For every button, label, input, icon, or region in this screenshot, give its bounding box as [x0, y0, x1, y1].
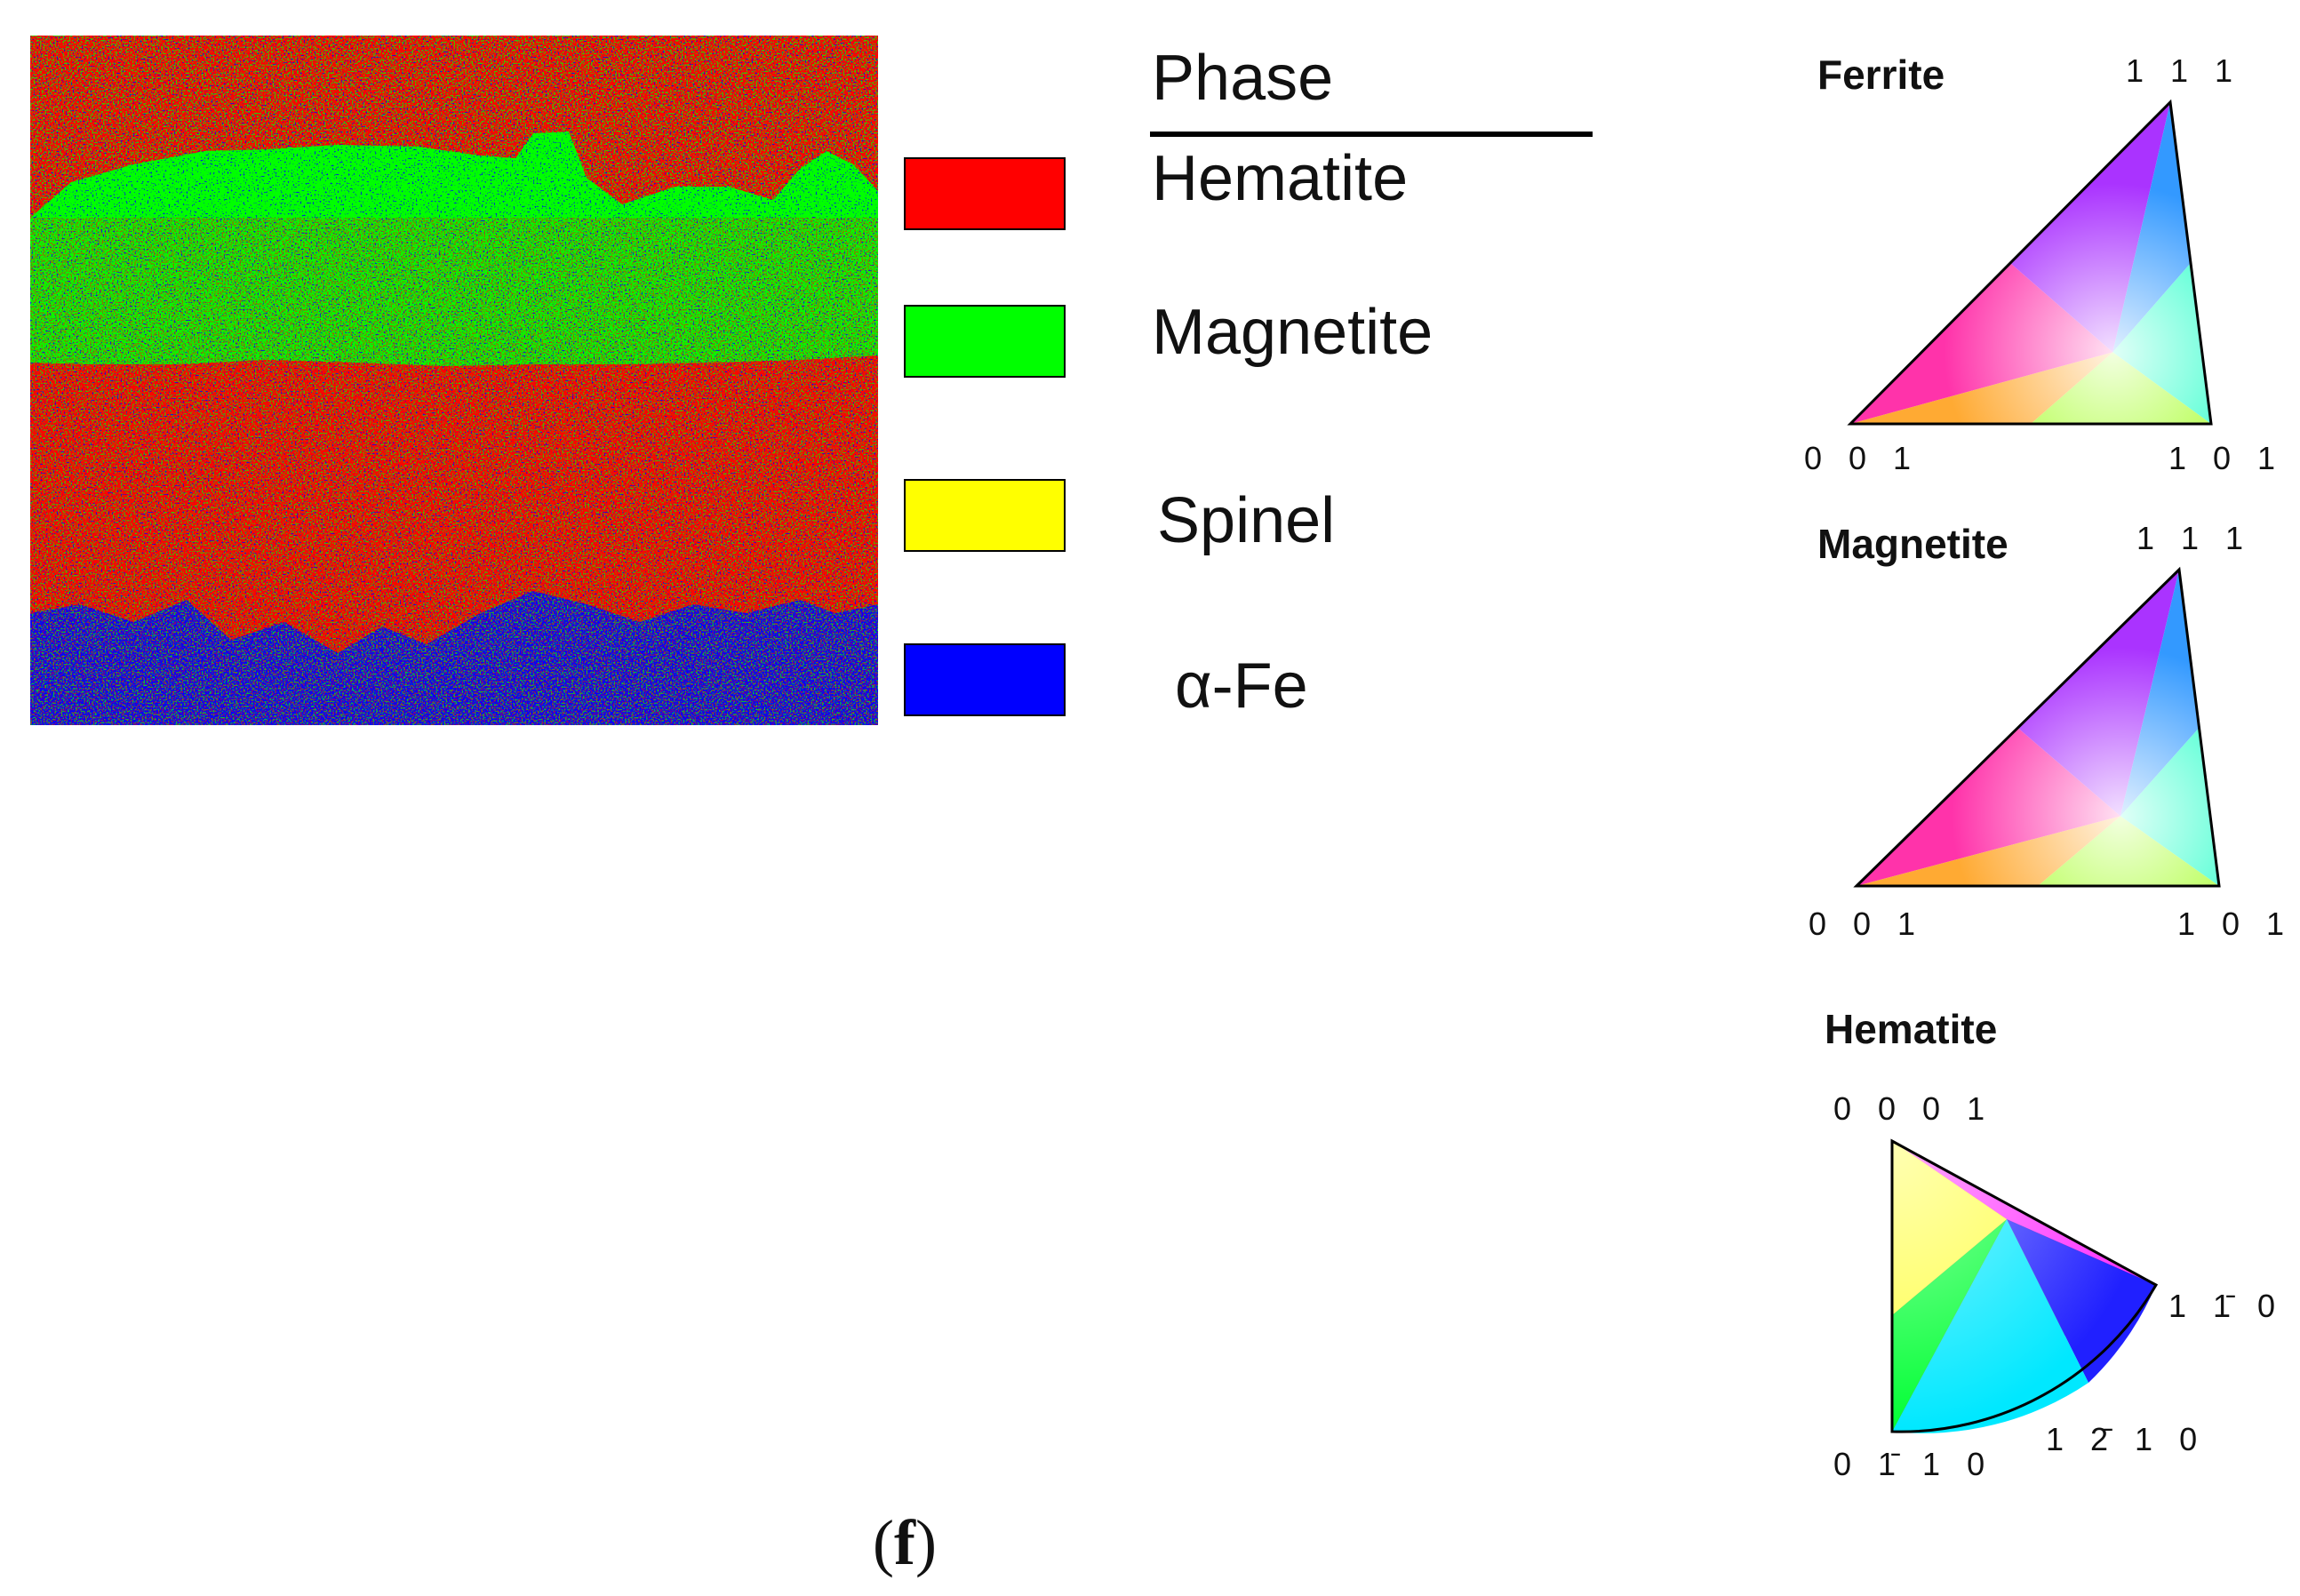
ipf-label-ferrite-111: 1 1 1 [2126, 52, 2241, 89]
legend-label-alpha-fe: α-Fe [1175, 650, 1308, 722]
legend-item-magnetite: Magnetite [904, 297, 1433, 378]
legend-label-hematite: Hematite [1152, 143, 1408, 214]
legend-label-magnetite: Magnetite [1152, 297, 1433, 368]
ipf-title-magnetite: Magnetite [1817, 521, 2009, 567]
ipf-key-hematite: Hematite 0 0 0 1 1 1̄ 0 0 1 2̄ 1 0 0 1̄ … [1825, 1006, 2300, 1482]
ipf-label-hematite-0001: 0 0 0 1 [1833, 1090, 1993, 1127]
ipf-white-center [1857, 570, 2219, 886]
legend-label-spinel: Spinel [1157, 485, 1335, 556]
ipf-label-magnetite-001: 0 0 1 [1809, 906, 1924, 942]
ipf-label-magnetite-111: 1 1 1 [2136, 520, 2252, 556]
ipf-triangle-outline [1847, 99, 2213, 426]
caption-letter: f [894, 1507, 916, 1578]
legend-header: Phase [1152, 43, 1333, 114]
legend-item-spinel: Spinel [904, 479, 1335, 556]
ipf-label-hematite-1-100: 1 1̄ 0 0 [2168, 1288, 2300, 1324]
ipf-label-hematite-1-210: 1 2̄ 1 0 [2046, 1421, 2206, 1457]
phase-map-image [30, 36, 878, 725]
ipf-label-hematite-0-110: 0 1̄ 1 0 [1833, 1446, 1993, 1482]
figure-caption: (f) [873, 1507, 937, 1578]
ipf-key-magnetite: Magnetite 1 1 1 0 0 1 1 0 1 [1809, 520, 2293, 942]
legend-swatch-magnetite [904, 305, 1066, 378]
legend-swatch-hematite [904, 157, 1066, 230]
ipf-triangle-outline [1853, 566, 2221, 888]
ipf-title-ferrite: Ferrite [1817, 52, 1945, 98]
ipf-key-ferrite: Ferrite 1 1 1 0 0 1 1 0 1 [1804, 52, 2284, 476]
ipf-label-magnetite-101: 1 0 1 [2177, 906, 2293, 942]
legend-item-alpha-fe: α-Fe [904, 643, 1308, 722]
legend-swatch-spinel [904, 479, 1066, 552]
hematite-ipf-sector [1890, 1138, 2159, 1433]
ipf-label-ferrite-101: 1 0 1 [2168, 440, 2284, 476]
phase-legend: Phase Hematite Magnetite Spinel α-Fe [904, 43, 1593, 722]
legend-item-hematite: Hematite [904, 143, 1408, 230]
caption-open-paren: ( [873, 1507, 894, 1578]
caption-close-paren: ) [915, 1507, 937, 1578]
hematite-ipf-outline [1890, 1138, 2159, 1433]
ipf-label-ferrite-001: 0 0 1 [1804, 440, 1920, 476]
blue-speckle [30, 36, 878, 725]
legend-swatch-alpha-fe [904, 643, 1066, 716]
ipf-white-center [1850, 102, 2211, 424]
ipf-title-hematite: Hematite [1825, 1006, 1997, 1052]
